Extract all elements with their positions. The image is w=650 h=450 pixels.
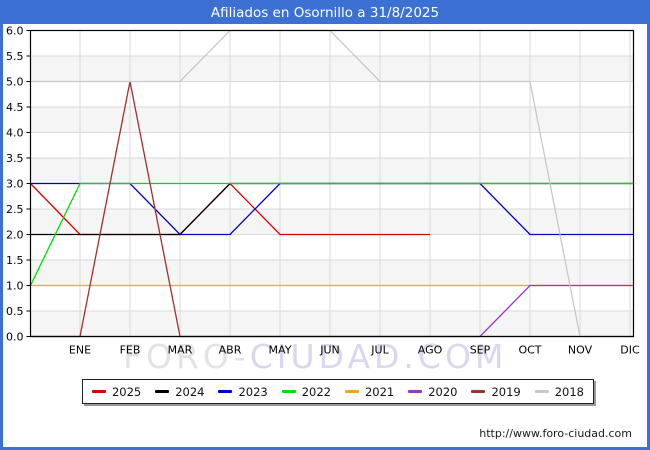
legend-box: 2025 2024 2023 2022 2021 2020 2019 2018	[82, 379, 594, 404]
y-tick-label: 4.0	[6, 127, 24, 140]
legend-dash-icon	[471, 390, 486, 393]
legend-item-2024: 2024	[155, 384, 205, 399]
x-tick-label: NOV	[568, 344, 593, 357]
watermark: FORO-CIUDAD.COM	[123, 337, 507, 376]
watermark-part1: FORO-	[123, 337, 250, 376]
series-line-2022	[29, 182, 634, 286]
legend-label: 2023	[238, 384, 268, 399]
x-tick-label: MAR	[168, 344, 193, 357]
watermark-part2: CIUDAD.COM	[249, 337, 508, 376]
legend-item-2025: 2025	[91, 384, 142, 399]
y-tick-label: 1.5	[6, 254, 24, 267]
x-tick-label: AGO	[418, 344, 443, 357]
y-tick-label: 3.5	[6, 152, 24, 165]
chart-title: Afiliados en Osornillo a 31/8/2025	[3, 3, 647, 24]
x-tick-label: ABR	[219, 344, 242, 357]
x-tick-label: FEB	[120, 344, 141, 357]
x-tick-label: OCT	[518, 344, 541, 357]
legend-dash-icon	[155, 390, 170, 393]
legend-dash-icon	[281, 390, 296, 393]
series-line-2018	[30, 29, 634, 338]
legend-dash-icon	[408, 390, 423, 393]
legend-item-2023: 2023	[218, 384, 268, 399]
y-tick-label: 2.5	[6, 203, 24, 216]
y-tick-label: 0.5	[6, 305, 24, 318]
legend-label: 2019	[491, 384, 521, 399]
x-tick-label: DIC	[620, 344, 640, 357]
x-axis: ENE FEB MAR ABR MAY JUN JUL AGO SEP OCT NOV DIC	[69, 344, 640, 357]
legend-label: 2024	[175, 384, 205, 399]
plot-bands	[30, 56, 634, 337]
y-axis: 6.0 5.5 5.0 4.5 4.0 3.5 3.0 2.5 2.0 1.5 1.0 0.5 0.0	[6, 25, 31, 344]
x-tick-label: MAY	[269, 344, 292, 357]
legend-label: 2022	[301, 384, 332, 399]
legend-dash-icon	[534, 390, 549, 393]
x-tick-label: SEP	[470, 344, 491, 357]
y-tick-label: 5.0	[6, 76, 24, 89]
y-tick-label: 5.5	[6, 50, 24, 63]
y-tick-label: 1.0	[6, 280, 24, 293]
y-tick-label: 2.0	[6, 229, 24, 242]
legend-dash-icon	[218, 390, 233, 393]
plot-area: 6.0 5.5 5.0 4.5 4.0 3.5 3.0 2.5 2.0 1.5 1.0 0.5 0.0 E…	[6, 25, 640, 357]
legend-item-2019: 2019	[471, 384, 521, 399]
x-tick-label: ENE	[69, 344, 91, 357]
legend-dash-icon	[91, 390, 106, 393]
y-tick-label: 4.5	[6, 101, 24, 114]
legend-label: 2025	[111, 384, 142, 399]
x-tick-label: JUL	[370, 344, 389, 357]
y-tick-label: 3.0	[6, 178, 24, 191]
y-tick-label: 6.0	[6, 25, 24, 38]
legend-label: 2021	[364, 384, 395, 399]
legend-item-2022: 2022	[281, 384, 332, 399]
legend-label: 2018	[554, 384, 585, 399]
y-tick-label: 0.0	[6, 331, 24, 344]
legend-dash-icon	[344, 390, 359, 393]
legend-item-2020: 2020	[408, 384, 458, 399]
legend-item-2018: 2018	[534, 384, 585, 399]
legend-item-2021: 2021	[344, 384, 395, 399]
x-tick-label: JUN	[319, 344, 340, 357]
legend-label: 2020	[428, 384, 458, 399]
footer-url-link[interactable]: http://www.foro-ciudad.com	[479, 427, 632, 440]
